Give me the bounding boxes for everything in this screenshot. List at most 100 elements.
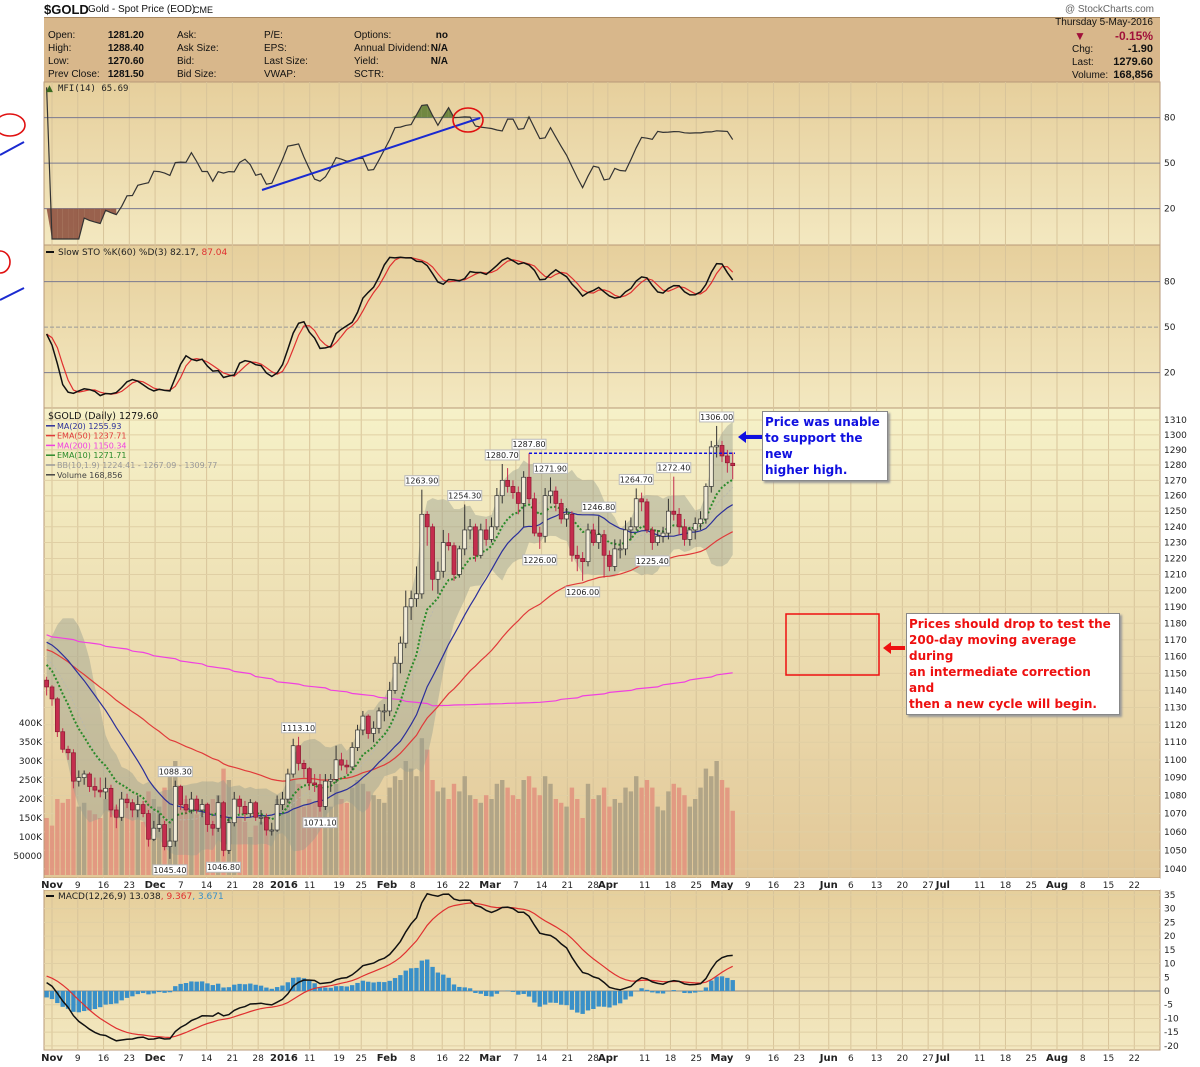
macd-histogram-bar	[607, 991, 612, 1008]
volume-bar	[398, 780, 403, 875]
y-tick-label: 1130	[1164, 703, 1187, 713]
macd-tick-label: 15	[1164, 946, 1175, 956]
candle-body	[719, 445, 725, 457]
y-tick-label: 1210	[1164, 570, 1187, 580]
macd-histogram-bar	[269, 988, 274, 991]
volume-bar	[532, 787, 537, 875]
volume-bar	[114, 806, 119, 875]
candle-body	[76, 777, 82, 782]
macd-histogram-bar	[601, 991, 607, 1007]
macd-histogram-bar	[585, 991, 591, 1011]
mfi-oversold-fill	[52, 208, 58, 239]
x-tick-label: 27	[922, 881, 933, 891]
candle-body	[189, 798, 194, 811]
info-label: Options:	[354, 30, 392, 41]
price-label: 1088.30	[159, 768, 192, 777]
macd-histogram-bar	[98, 991, 103, 1008]
price-label-box	[618, 473, 654, 485]
y-tick-label: 1220	[1164, 554, 1187, 564]
candle-body	[607, 554, 612, 567]
volume-bar	[483, 795, 489, 875]
x-tick-label: 19	[333, 881, 345, 891]
price-legend: $GOLD (Daily) 1279.60	[48, 411, 158, 422]
candle-body	[146, 813, 151, 840]
candle-body	[408, 598, 414, 608]
macd-legend-value: , 3.671	[192, 892, 224, 902]
candle-body	[725, 455, 730, 464]
macd-histogram-bar	[49, 991, 55, 1000]
x-tick-label: Mar	[479, 1053, 501, 1064]
candle-body	[221, 802, 226, 851]
macd-histogram-bar	[489, 991, 494, 997]
volume-bar	[344, 802, 349, 875]
macd-histogram-bar	[312, 983, 317, 991]
candle-body	[312, 782, 317, 786]
symbol: $GOLD	[44, 2, 89, 17]
x-tick-label: Aug	[1046, 880, 1068, 891]
volume-bar	[414, 776, 419, 875]
macd-histogram-bar	[178, 983, 183, 991]
candle-body	[103, 787, 108, 793]
candle-body	[215, 802, 221, 829]
volume-value: 168,856	[1113, 69, 1153, 81]
mfi-tick-label: 20	[1164, 205, 1176, 215]
macd-histogram-bar	[451, 984, 457, 991]
y-tick-label: 1090	[1164, 774, 1187, 784]
macd-histogram-bar	[382, 982, 387, 991]
volume-bar	[553, 799, 559, 875]
volume-bar	[660, 810, 666, 875]
volume-bar	[510, 795, 516, 875]
volume-bar	[178, 791, 183, 875]
candle-body	[333, 759, 339, 780]
candle-body	[280, 798, 285, 805]
candle-body	[692, 523, 698, 531]
macd-histogram-bar	[366, 981, 371, 991]
macd-histogram-bar	[408, 968, 414, 991]
volume-bar	[612, 799, 617, 875]
y-tick-label: 1140	[1164, 686, 1187, 696]
volume-bar	[194, 814, 199, 875]
y-tick-label: 1180	[1164, 619, 1187, 629]
watermark: @ StockCharts.com	[1064, 4, 1154, 15]
macd-histogram-bar	[301, 978, 307, 991]
macd-tick-label: 20	[1164, 932, 1176, 942]
volume-bar	[81, 802, 87, 875]
volume-bar	[478, 802, 483, 875]
circle-annotation-partial	[0, 113, 26, 137]
x-tick-label: 16	[98, 1054, 110, 1064]
volume-bar	[189, 806, 194, 875]
macd-histogram-bar	[60, 991, 65, 1007]
candle-body	[92, 786, 98, 791]
volume-tick-label: 250K	[19, 776, 43, 786]
macd-histogram-bar	[376, 981, 382, 991]
macd-histogram-bar	[183, 983, 189, 991]
macd-histogram-bar	[693, 991, 698, 993]
price-label-box	[581, 501, 617, 513]
candle-body	[526, 476, 532, 500]
info-label: Ask:	[177, 30, 197, 41]
instrument-name: Gold - Spot Price (EOD)	[88, 4, 196, 15]
volume-bar	[425, 749, 430, 875]
x-tick-label: 18	[1000, 1054, 1012, 1064]
volume-bar	[366, 791, 371, 875]
macd-histogram-bar	[173, 986, 178, 991]
x-tick-label: 9	[745, 881, 751, 891]
ema50-legend: EMA(50) 1237.71	[57, 432, 126, 441]
macd-histogram-bar	[103, 991, 108, 1005]
macd-histogram-bar	[371, 982, 376, 991]
info-label: Annual Dividend:	[354, 43, 430, 54]
candle-body	[60, 731, 66, 750]
candle-body	[387, 690, 393, 712]
macd-histogram-bar	[387, 980, 392, 991]
macd-histogram-bar	[226, 987, 232, 991]
volume-bar	[215, 795, 221, 875]
macd-histogram-bar	[317, 987, 323, 991]
macd-histogram-bar	[569, 991, 575, 1010]
volume-bar	[617, 802, 623, 875]
candle-body	[569, 513, 575, 556]
candle-body	[178, 786, 183, 805]
volume-legend: Volume 168,856	[57, 471, 122, 480]
price-label-box	[157, 766, 193, 778]
candle-body	[339, 759, 344, 766]
macd-histogram-bar	[210, 985, 215, 991]
